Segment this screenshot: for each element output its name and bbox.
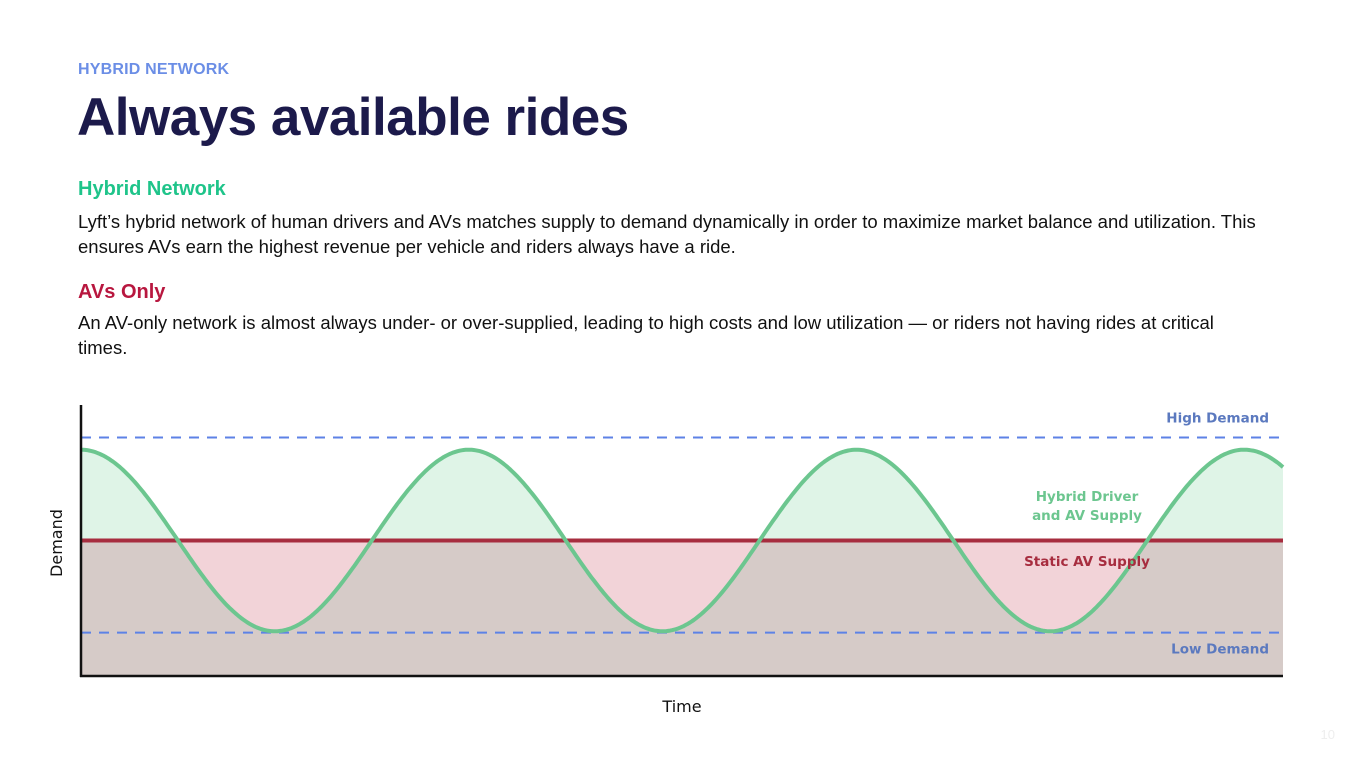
demand-curve [80, 447, 1285, 634]
eyebrow-label: HYBRID NETWORK [78, 61, 230, 78]
hybrid-network-description: Lyft’s hybrid network of human drivers a… [78, 211, 1256, 257]
hybrid-supply-area [81, 449, 1283, 541]
low-demand-label: Low Demand [1171, 642, 1269, 658]
hybrid-supply-label-line1: Hybrid Driver [1036, 489, 1139, 505]
hybrid-network-heading: Hybrid Network [78, 178, 226, 200]
y-axis-label: Demand [47, 509, 66, 577]
undersupply-area [81, 540, 1283, 632]
high-demand-label: High Demand [1166, 411, 1269, 427]
hybrid-supply-label-line2: and AV Supply [1032, 508, 1142, 524]
page-title: Always available rides [77, 88, 629, 147]
x-axis-label: Time [661, 697, 701, 716]
av-only-heading: AVs Only [78, 281, 166, 303]
static-supply-label: Static AV Supply [1024, 554, 1150, 570]
page-number: 10 [1320, 727, 1335, 742]
av-only-description: An AV-only network is almost always unde… [78, 312, 1214, 358]
